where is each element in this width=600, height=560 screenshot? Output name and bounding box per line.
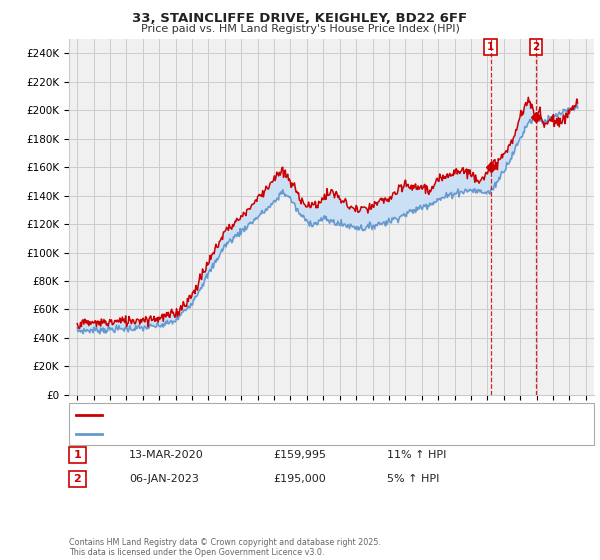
Text: £195,000: £195,000 [273,474,326,484]
Text: 33, STAINCLIFFE DRIVE, KEIGHLEY, BD22 6FF (semi-detached house): 33, STAINCLIFFE DRIVE, KEIGHLEY, BD22 6F… [106,409,442,419]
Text: Price paid vs. HM Land Registry's House Price Index (HPI): Price paid vs. HM Land Registry's House … [140,24,460,34]
Text: 5% ↑ HPI: 5% ↑ HPI [387,474,439,484]
Text: 2: 2 [74,474,81,484]
Text: £159,995: £159,995 [273,450,326,460]
Text: 11% ↑ HPI: 11% ↑ HPI [387,450,446,460]
Text: 06-JAN-2023: 06-JAN-2023 [129,474,199,484]
Text: HPI: Average price, semi-detached house, Bradford: HPI: Average price, semi-detached house,… [106,429,356,439]
Text: 13-MAR-2020: 13-MAR-2020 [129,450,204,460]
Text: Contains HM Land Registry data © Crown copyright and database right 2025.
This d: Contains HM Land Registry data © Crown c… [69,538,381,557]
Text: 1: 1 [487,42,494,52]
Text: 2: 2 [532,42,540,52]
Text: 1: 1 [74,450,81,460]
Text: 33, STAINCLIFFE DRIVE, KEIGHLEY, BD22 6FF: 33, STAINCLIFFE DRIVE, KEIGHLEY, BD22 6F… [133,12,467,25]
